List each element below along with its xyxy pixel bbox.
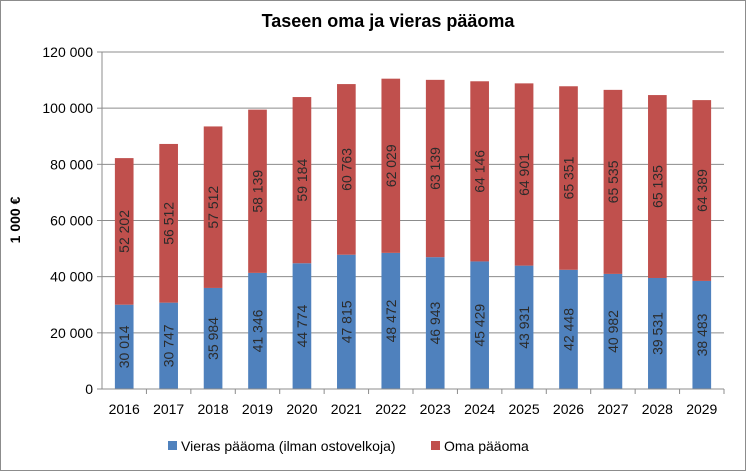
bar-segment [248, 109, 267, 273]
bar-segment [203, 287, 223, 389]
bar-segment [692, 100, 712, 281]
bar-segment [559, 86, 578, 270]
data-label: 64 146 [472, 150, 488, 193]
y-tick-label: 120 000 [42, 44, 93, 60]
data-label: 41 346 [250, 309, 266, 352]
bar-segment [692, 280, 712, 389]
y-tick-labels: 0 20 000 40 000 60 000 80 000 100 000 120 000 [42, 44, 93, 397]
bar-segment [603, 89, 623, 274]
data-label: 60 763 [338, 148, 354, 191]
bar-segment [648, 277, 667, 389]
x-tick-label: 2024 [464, 401, 495, 417]
data-label: 40 982 [605, 310, 621, 353]
gridlines [97, 51, 724, 390]
data-label: 65 135 [649, 165, 665, 208]
x-tick-label: 2028 [642, 401, 673, 417]
data-label: 56 512 [161, 202, 177, 245]
bar-segment [470, 81, 489, 262]
chart-title: Taseen oma ja vieras pääoma [262, 11, 516, 31]
bar-segment [559, 269, 578, 389]
bar-segment [514, 265, 534, 389]
bar-segment [292, 263, 312, 389]
x-tick-label: 2022 [375, 401, 406, 417]
data-label: 64 389 [694, 169, 710, 212]
data-label: 30 014 [116, 325, 132, 368]
y-axis-label: 1 000 € [7, 196, 23, 243]
data-label: 65 351 [561, 156, 577, 199]
bar-segment [381, 78, 401, 253]
bar-segment [381, 252, 401, 389]
x-tick-label: 2027 [597, 401, 628, 417]
data-label: 62 029 [383, 144, 399, 187]
data-label: 52 202 [116, 210, 132, 253]
data-labels: 30 014 52 202 30 747 56 512 35 984 57 512 41 3… [116, 144, 710, 368]
y-tick-label: 100 000 [42, 100, 93, 116]
x-tick-labels: 2016 2017 2018 2019 2020 2021 2022 2023 2024 2025… [109, 389, 725, 417]
bar-segment [292, 97, 312, 264]
x-tick-label: 2020 [286, 401, 317, 417]
data-label: 35 984 [205, 317, 221, 360]
x-tick-label: 2025 [508, 401, 539, 417]
bar-segment [470, 261, 489, 389]
bar-segment [159, 143, 178, 303]
data-label: 46 943 [427, 301, 443, 344]
x-tick-label: 2026 [553, 401, 584, 417]
bar-segment [203, 126, 223, 288]
data-label: 38 483 [694, 313, 710, 356]
x-tick-label: 2021 [331, 401, 362, 417]
bar-segment [425, 79, 445, 258]
bar-segment [603, 273, 623, 389]
data-label: 39 531 [649, 312, 665, 355]
bar-segment [159, 302, 178, 389]
data-label: 47 815 [338, 300, 354, 343]
x-tick-label: 2019 [242, 401, 273, 417]
data-label: 48 472 [383, 299, 399, 342]
x-tick-label: 2029 [686, 401, 717, 417]
x-tick-label: 2023 [420, 401, 451, 417]
legend: Vieras pääoma (ilman ostovelkoja) Oma pää… [168, 438, 529, 454]
data-label: 43 931 [516, 306, 532, 349]
data-label: 45 429 [472, 304, 488, 347]
data-label: 64 901 [516, 153, 532, 196]
bar-segment [514, 83, 534, 266]
bar-segment [648, 95, 667, 278]
y-tick-label: 20 000 [50, 325, 93, 341]
x-tick-label: 2018 [197, 401, 228, 417]
legend-label: Oma pääoma [444, 438, 529, 454]
y-tick-label: 0 [85, 381, 93, 397]
data-label: 30 747 [161, 324, 177, 367]
data-label: 57 512 [205, 186, 221, 229]
y-tick-label: 40 000 [50, 269, 93, 285]
bar-segment [425, 257, 445, 389]
bar-segment [337, 254, 356, 389]
bar-segment [248, 272, 267, 389]
x-tick-label: 2016 [109, 401, 140, 417]
legend-label: Vieras pääoma (ilman ostovelkoja) [181, 438, 396, 454]
data-label: 58 139 [250, 170, 266, 213]
legend-swatch [431, 441, 440, 450]
data-label: 59 184 [294, 159, 310, 202]
bar-segment [337, 84, 356, 255]
data-label: 65 535 [605, 160, 621, 203]
data-label: 44 774 [294, 305, 310, 348]
y-tick-label: 60 000 [50, 213, 93, 229]
data-label: 42 448 [561, 308, 577, 351]
data-label: 63 139 [427, 147, 443, 190]
y-tick-label: 80 000 [50, 156, 93, 172]
x-tick-label: 2017 [153, 401, 184, 417]
legend-swatch [168, 441, 177, 450]
bars [114, 78, 712, 389]
bar-segment [114, 158, 134, 305]
bar-segment [114, 304, 134, 389]
